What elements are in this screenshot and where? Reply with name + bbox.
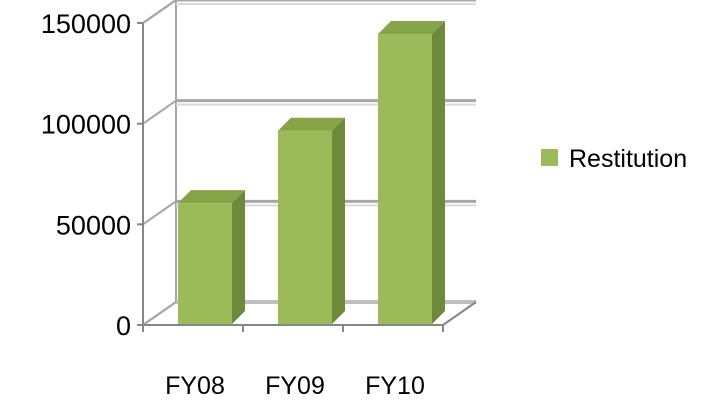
bars: [178, 21, 445, 325]
y-tick-labels: 0 50000 100000 150000: [41, 9, 131, 341]
bar-side: [432, 21, 445, 324]
bar-front: [278, 130, 332, 324]
axes: [137, 22, 444, 332]
x-tick-label: FY08: [165, 372, 225, 400]
legend-swatch: [541, 149, 558, 166]
bar-top: [378, 21, 445, 35]
x-tick-label: FY09: [265, 372, 325, 400]
gridline-slant: [142, 200, 177, 226]
gridline-slant: [142, 301, 177, 326]
bar-top: [178, 190, 245, 204]
bar: [178, 190, 245, 324]
y-tick-label: 50000: [56, 210, 131, 240]
y-tick-label: 0: [116, 311, 131, 341]
x-tick-label: FY10: [365, 372, 425, 400]
x-tick-labels: FY08 FY09 FY10: [165, 372, 425, 400]
chart-walls: [142, 0, 177, 326]
y-tick-label: 150000: [41, 9, 131, 39]
gridline-slant: [142, 0, 177, 24]
bar: [378, 21, 445, 324]
bar-front: [178, 203, 232, 324]
legend: Restitution: [541, 145, 687, 173]
bar-top: [278, 117, 345, 131]
bar: [278, 117, 345, 325]
bar-side: [332, 117, 345, 325]
gridline-slant: [142, 99, 177, 125]
bar-front: [378, 34, 432, 324]
legend-label: Restitution: [569, 145, 687, 173]
floor-right-edge: [442, 301, 477, 326]
y-tick-label: 100000: [41, 110, 131, 140]
bar-side: [232, 190, 245, 324]
